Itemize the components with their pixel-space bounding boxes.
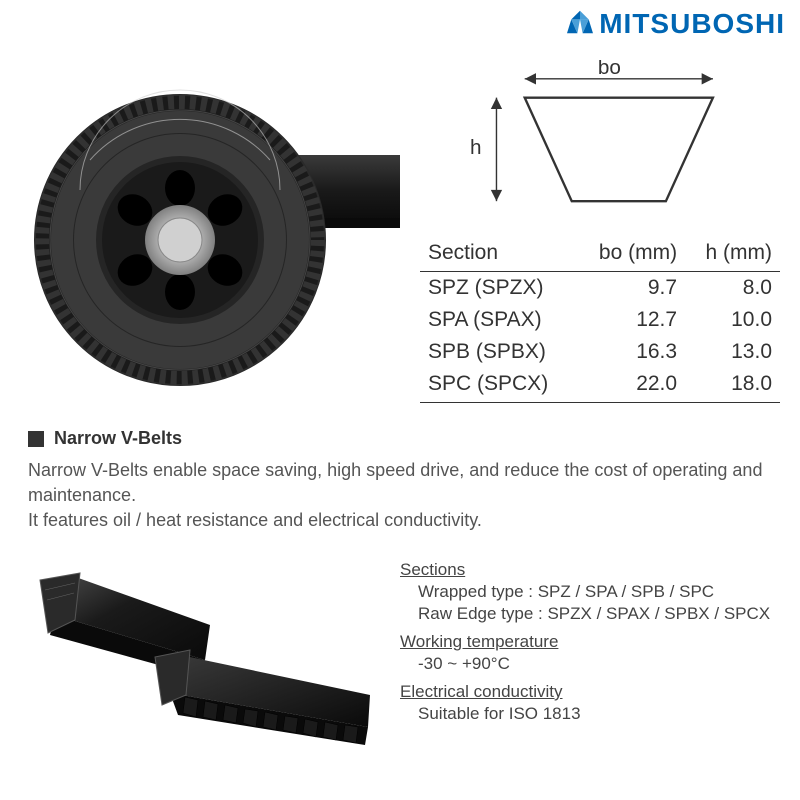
pulley-image <box>20 60 400 400</box>
height-label: h <box>470 136 482 159</box>
header: MITSUBOSHI <box>567 8 785 40</box>
width-label: bo <box>598 60 621 79</box>
header-bo: bo (mm) <box>577 235 685 272</box>
raw-edge-type: Raw Edge type : SPZX / SPAX / SPBX / SPC… <box>418 604 780 624</box>
sections-heading: Sections <box>400 560 780 580</box>
wrapped-type: Wrapped type : SPZ / SPA / SPB / SPC <box>418 582 780 602</box>
working-temp-value: -30 ~ +90°C <box>418 654 780 674</box>
electrical-heading: Electrical conductivity <box>400 682 780 702</box>
brand-logo-icon <box>567 9 593 40</box>
spec-table: Section bo (mm) h (mm) SPZ (SPZX) 9.7 8.… <box>420 235 780 403</box>
header-section: Section <box>420 235 577 272</box>
top-section: bo h Section bo (mm) h (mm) SPZ (SPZX) 9… <box>0 50 800 410</box>
specs-list: Sections Wrapped type : SPZ / SPA / SPB … <box>400 560 780 726</box>
belt-images <box>20 555 390 775</box>
cross-section-diagram: bo h Section bo (mm) h (mm) SPZ (SPZX) 9… <box>420 60 780 403</box>
section-title-text: Narrow V-Belts <box>54 428 182 449</box>
brand-name: MITSUBOSHI <box>599 8 785 40</box>
header-h: h (mm) <box>685 235 780 272</box>
table-row: SPZ (SPZX) 9.7 8.0 <box>420 272 780 305</box>
square-bullet-icon <box>28 431 44 447</box>
description-line1: Narrow V-Belts enable space saving, high… <box>28 458 768 508</box>
bottom-section: Sections Wrapped type : SPZ / SPA / SPB … <box>0 555 800 795</box>
table-row: SPB (SPBX) 16.3 13.0 <box>420 336 780 368</box>
electrical-value: Suitable for ISO 1813 <box>418 704 780 724</box>
description: Narrow V-Belts enable space saving, high… <box>28 458 768 534</box>
section-title: Narrow V-Belts <box>28 428 182 449</box>
table-header-row: Section bo (mm) h (mm) <box>420 235 780 272</box>
working-temp-heading: Working temperature <box>400 632 780 652</box>
table-row: SPC (SPCX) 22.0 18.0 <box>420 368 780 403</box>
description-line2: It features oil / heat resistance and el… <box>28 508 768 533</box>
table-row: SPA (SPAX) 12.7 10.0 <box>420 304 780 336</box>
